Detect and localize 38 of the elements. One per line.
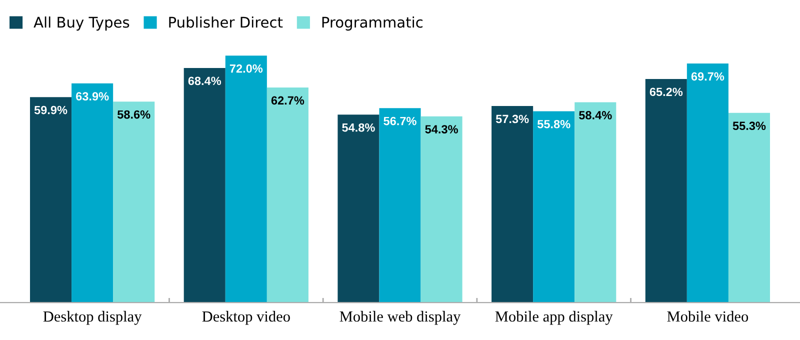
- data-label: 68.4%: [188, 76, 222, 86]
- bar: [266, 88, 308, 303]
- data-label: 55.8%: [537, 120, 570, 128]
- data-label: 62.7%: [271, 96, 304, 105]
- legend-label: Publisher Direct: [169, 16, 283, 28]
- bar: [379, 108, 421, 303]
- x-tick-label: Desktop display: [43, 310, 142, 325]
- bar: [574, 102, 616, 303]
- data-label: 69.7%: [691, 72, 724, 81]
- bar: [184, 68, 226, 303]
- data-label: 63.9%: [76, 92, 109, 101]
- data-label: 56.7%: [384, 116, 416, 126]
- bar: [533, 111, 575, 303]
- data-label: 58.4%: [579, 111, 612, 120]
- bar: [30, 97, 72, 303]
- data-label: 72.0%: [230, 64, 263, 73]
- bar: [492, 106, 534, 303]
- data-label: 58.6%: [117, 110, 150, 119]
- data-label: 65.2%: [650, 88, 683, 96]
- bar: [420, 116, 462, 303]
- legend-label: Programmatic: [322, 16, 422, 31]
- x-tick-label: Mobile video: [667, 310, 748, 322]
- data-label: 54.3%: [425, 125, 458, 134]
- bar: [72, 83, 114, 303]
- data-label: 54.8%: [342, 123, 375, 132]
- bar: [645, 78, 687, 303]
- bar: [225, 56, 267, 303]
- bar: [338, 114, 380, 303]
- bar: [113, 102, 155, 303]
- x-tick-label: Desktop video: [202, 310, 290, 325]
- bar: [728, 112, 770, 303]
- data-label: 57.3%: [496, 114, 529, 124]
- x-tick-label: Mobile app display: [495, 310, 613, 325]
- data-label: 59.9%: [34, 106, 68, 114]
- legend-label: All Buy Types: [34, 16, 130, 31]
- bar: [686, 64, 728, 303]
- data-label: 55.3%: [732, 122, 766, 130]
- x-tick-label: Mobile web display: [340, 310, 461, 325]
